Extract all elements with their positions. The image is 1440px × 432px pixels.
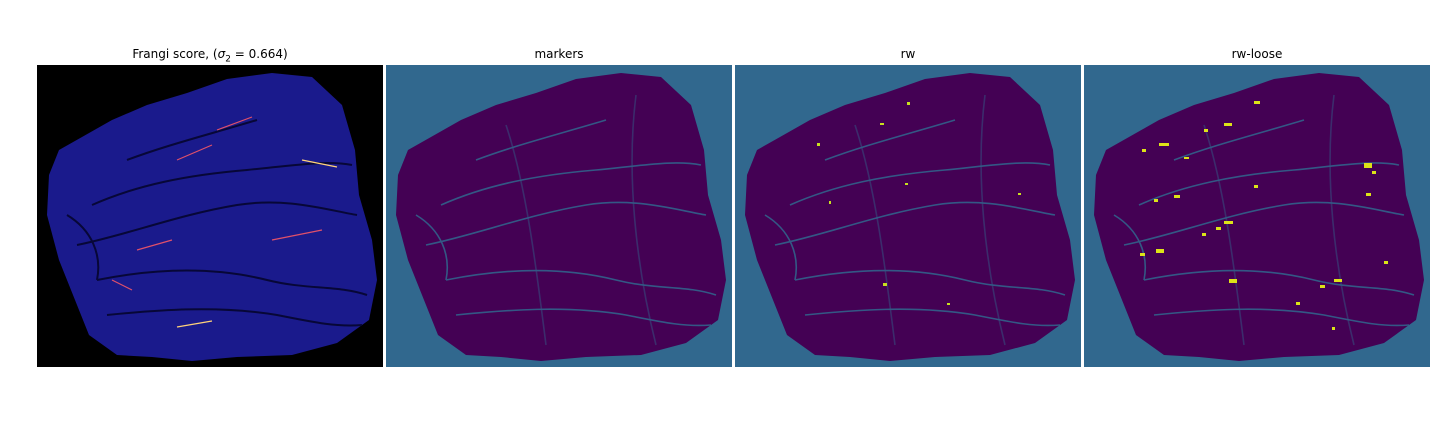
rw-image-canvas [735, 65, 1081, 367]
sigma-symbol: σ [217, 47, 226, 61]
panel-title-rw-loose: rw-loose [1231, 47, 1283, 61]
rw-segments [817, 102, 1021, 305]
panel-frangi-score: Frangi score, (σ2 = 0.664) [37, 44, 383, 367]
panel-title-markers: markers [534, 47, 584, 61]
title-prefix: Frangi score, ( [132, 47, 218, 61]
frangi-highlights [111, 116, 338, 328]
frangi-image [37, 65, 383, 367]
panel-rw-loose: rw-loose [1084, 44, 1430, 367]
panel-title-rw: rw [900, 47, 916, 61]
rw-loose-image-canvas [1084, 65, 1430, 367]
tissue-region [745, 73, 1075, 361]
tissue-region [396, 73, 726, 361]
sigma-subscript: 2 [225, 54, 231, 65]
title-suffix: = 0.664) [230, 47, 288, 61]
panel-markers: markers [386, 44, 732, 367]
frangi-image-canvas [37, 65, 383, 367]
vessel-lines [764, 94, 1066, 346]
rw-loose-image [1084, 65, 1430, 367]
vessel-lines [415, 94, 717, 346]
tissue-region [1094, 73, 1424, 361]
rw-loose-segments [1140, 101, 1388, 330]
vessel-lines [66, 119, 368, 327]
panel-title-frangi: Frangi score, (σ2 = 0.664) [37, 44, 383, 64]
markers-image-canvas [386, 65, 732, 367]
markers-image [386, 65, 732, 367]
rw-image [735, 65, 1081, 367]
panel-rw: rw [735, 44, 1081, 367]
